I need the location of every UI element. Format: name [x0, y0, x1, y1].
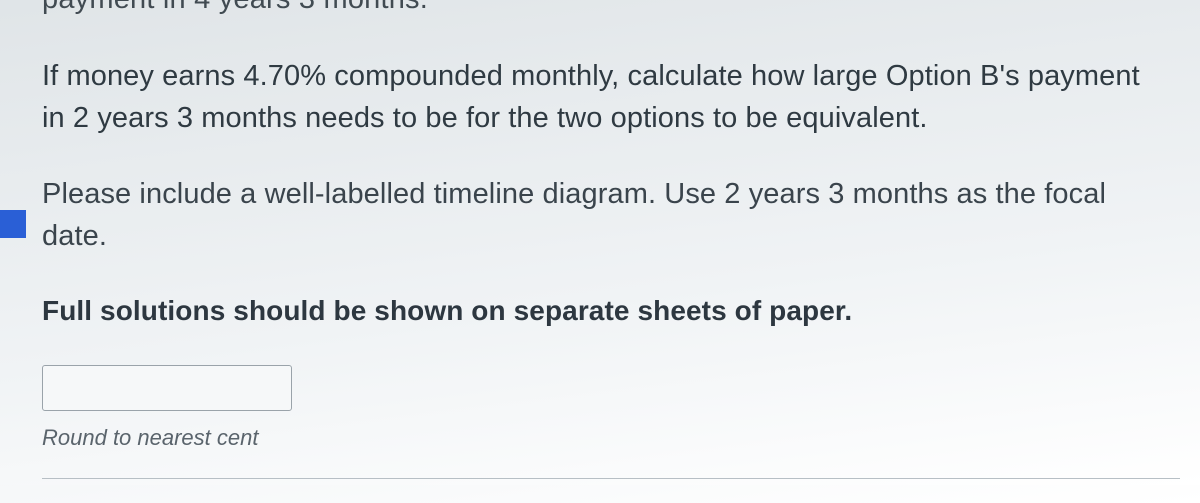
question-paragraph-main: If money earns 4.70% compounded monthly,…: [42, 55, 1158, 139]
question-page: payment in 4 years 3 months. If money ea…: [0, 0, 1200, 485]
progress-marker: [0, 210, 26, 238]
rounding-hint: Round to nearest cent: [42, 425, 1158, 451]
truncated-prior-line: payment in 4 years 3 months.: [42, 0, 1158, 17]
question-content: payment in 4 years 3 months. If money ea…: [0, 0, 1200, 451]
answer-input[interactable]: [42, 365, 292, 411]
question-paragraph-instructions: Please include a well-labelled timeline …: [42, 173, 1158, 257]
full-solutions-note: Full solutions should be shown on separa…: [42, 295, 1158, 327]
divider: [42, 478, 1180, 479]
